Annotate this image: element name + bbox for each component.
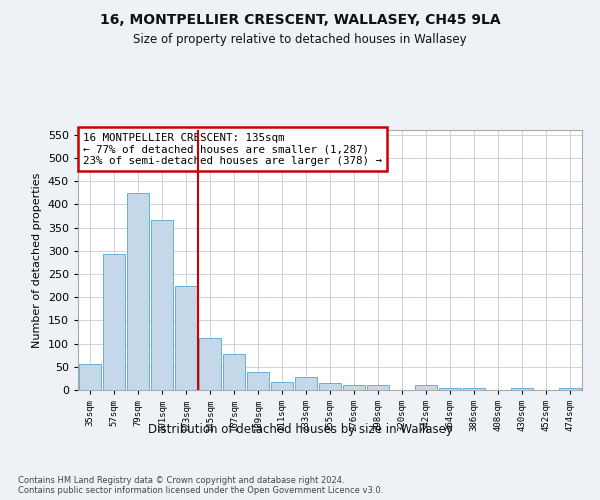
Bar (103, 254, 125, 390)
Bar (559, 388, 581, 390)
Bar (511, 388, 533, 390)
Text: Contains HM Land Registry data © Crown copyright and database right 2024.
Contai: Contains HM Land Registry data © Crown c… (18, 476, 383, 495)
Bar (247, 372, 269, 390)
Text: 16 MONTPELLIER CRESCENT: 135sqm
← 77% of detached houses are smaller (1,287)
23%: 16 MONTPELLIER CRESCENT: 135sqm ← 77% of… (83, 132, 382, 166)
Bar (415, 386, 437, 390)
Bar (463, 388, 485, 390)
Bar (175, 286, 197, 390)
Bar (439, 388, 461, 390)
Bar (367, 386, 389, 390)
Bar (79, 364, 101, 390)
Y-axis label: Number of detached properties: Number of detached properties (32, 172, 42, 348)
Bar (223, 354, 245, 390)
Bar (127, 192, 149, 390)
Bar (271, 382, 293, 390)
Text: 16, MONTPELLIER CRESCENT, WALLASEY, CH45 9LA: 16, MONTPELLIER CRESCENT, WALLASEY, CH45… (100, 12, 500, 26)
Text: Size of property relative to detached houses in Wallasey: Size of property relative to detached ho… (133, 32, 467, 46)
Bar (295, 378, 317, 390)
Bar (319, 383, 341, 390)
Bar (151, 220, 173, 390)
Bar (343, 386, 365, 390)
Text: Distribution of detached houses by size in Wallasey: Distribution of detached houses by size … (148, 422, 452, 436)
Bar (199, 338, 221, 390)
